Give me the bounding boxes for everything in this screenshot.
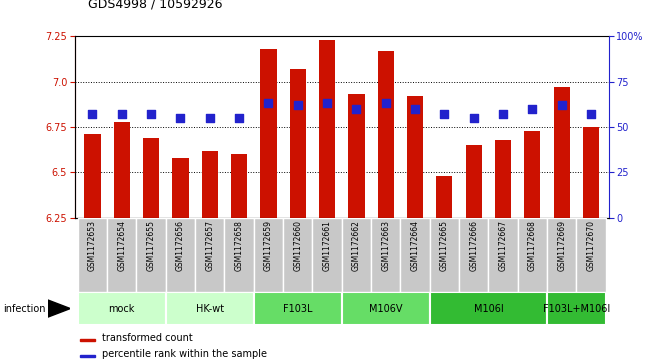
Bar bbox=[547, 292, 605, 325]
Point bbox=[557, 102, 567, 108]
Text: GSM1172657: GSM1172657 bbox=[205, 220, 214, 271]
Bar bbox=[348, 94, 365, 218]
Bar bbox=[254, 218, 283, 292]
Bar bbox=[78, 292, 166, 325]
Text: GSM1172656: GSM1172656 bbox=[176, 220, 185, 271]
Bar bbox=[554, 87, 570, 218]
Text: transformed count: transformed count bbox=[102, 333, 192, 343]
Bar bbox=[137, 218, 166, 292]
Text: GSM1172664: GSM1172664 bbox=[411, 220, 420, 271]
Point bbox=[204, 115, 215, 121]
Bar bbox=[488, 218, 518, 292]
Bar bbox=[524, 131, 540, 218]
Text: GSM1172670: GSM1172670 bbox=[587, 220, 596, 271]
Bar bbox=[342, 218, 371, 292]
Bar bbox=[290, 69, 306, 218]
Point bbox=[381, 101, 391, 106]
Text: GSM1172660: GSM1172660 bbox=[294, 220, 302, 271]
Bar bbox=[78, 218, 107, 292]
Bar bbox=[202, 151, 218, 218]
Text: GSM1172654: GSM1172654 bbox=[117, 220, 126, 271]
Point bbox=[469, 115, 479, 121]
Point bbox=[322, 101, 332, 106]
Bar bbox=[583, 127, 599, 218]
Bar bbox=[342, 292, 430, 325]
Text: GSM1172665: GSM1172665 bbox=[440, 220, 449, 271]
Point bbox=[263, 101, 273, 106]
Text: GSM1172661: GSM1172661 bbox=[323, 220, 331, 271]
Bar bbox=[231, 154, 247, 218]
Bar bbox=[80, 339, 95, 341]
Text: GSM1172653: GSM1172653 bbox=[88, 220, 97, 271]
Bar bbox=[430, 292, 547, 325]
Bar bbox=[400, 218, 430, 292]
Text: F103L+M106I: F103L+M106I bbox=[543, 303, 610, 314]
Bar bbox=[107, 218, 137, 292]
Text: GSM1172666: GSM1172666 bbox=[469, 220, 478, 271]
Text: percentile rank within the sample: percentile rank within the sample bbox=[102, 349, 266, 359]
Bar bbox=[459, 218, 488, 292]
Point bbox=[498, 111, 508, 117]
Bar bbox=[85, 134, 100, 218]
Text: GSM1172658: GSM1172658 bbox=[234, 220, 243, 271]
Text: mock: mock bbox=[109, 303, 135, 314]
Bar bbox=[166, 292, 254, 325]
Bar bbox=[518, 218, 547, 292]
Polygon shape bbox=[48, 300, 70, 317]
Point bbox=[292, 102, 303, 108]
Point bbox=[234, 115, 244, 121]
Point bbox=[87, 111, 98, 117]
Text: GSM1172659: GSM1172659 bbox=[264, 220, 273, 271]
Bar bbox=[407, 96, 423, 218]
Point bbox=[117, 111, 127, 117]
Bar bbox=[430, 218, 459, 292]
Text: F103L: F103L bbox=[283, 303, 312, 314]
Bar bbox=[436, 176, 452, 218]
Text: GSM1172668: GSM1172668 bbox=[528, 220, 537, 271]
Bar bbox=[114, 122, 130, 218]
Text: infection: infection bbox=[3, 303, 46, 314]
Text: GSM1172669: GSM1172669 bbox=[557, 220, 566, 271]
Point bbox=[410, 106, 421, 112]
Bar bbox=[378, 51, 394, 218]
Bar bbox=[495, 140, 511, 218]
Bar bbox=[225, 218, 254, 292]
Bar bbox=[465, 145, 482, 218]
Bar bbox=[371, 218, 400, 292]
Bar bbox=[173, 158, 189, 218]
Bar bbox=[80, 355, 95, 356]
Bar bbox=[166, 218, 195, 292]
Point bbox=[586, 111, 596, 117]
Text: GSM1172663: GSM1172663 bbox=[381, 220, 390, 271]
Point bbox=[439, 111, 450, 117]
Bar bbox=[319, 40, 335, 218]
Bar bbox=[195, 218, 225, 292]
Point bbox=[146, 111, 156, 117]
Bar bbox=[547, 218, 576, 292]
Bar bbox=[576, 218, 605, 292]
Text: HK-wt: HK-wt bbox=[196, 303, 224, 314]
Bar bbox=[143, 138, 159, 218]
Text: GSM1172662: GSM1172662 bbox=[352, 220, 361, 271]
Bar bbox=[254, 292, 342, 325]
Text: M106V: M106V bbox=[369, 303, 402, 314]
Text: M106I: M106I bbox=[473, 303, 503, 314]
Bar bbox=[283, 218, 312, 292]
Text: GSM1172655: GSM1172655 bbox=[146, 220, 156, 271]
Text: GDS4998 / 10592926: GDS4998 / 10592926 bbox=[88, 0, 223, 11]
Text: GSM1172667: GSM1172667 bbox=[499, 220, 508, 271]
Point bbox=[352, 106, 362, 112]
Bar bbox=[312, 218, 342, 292]
Point bbox=[175, 115, 186, 121]
Point bbox=[527, 106, 538, 112]
Bar bbox=[260, 49, 277, 218]
